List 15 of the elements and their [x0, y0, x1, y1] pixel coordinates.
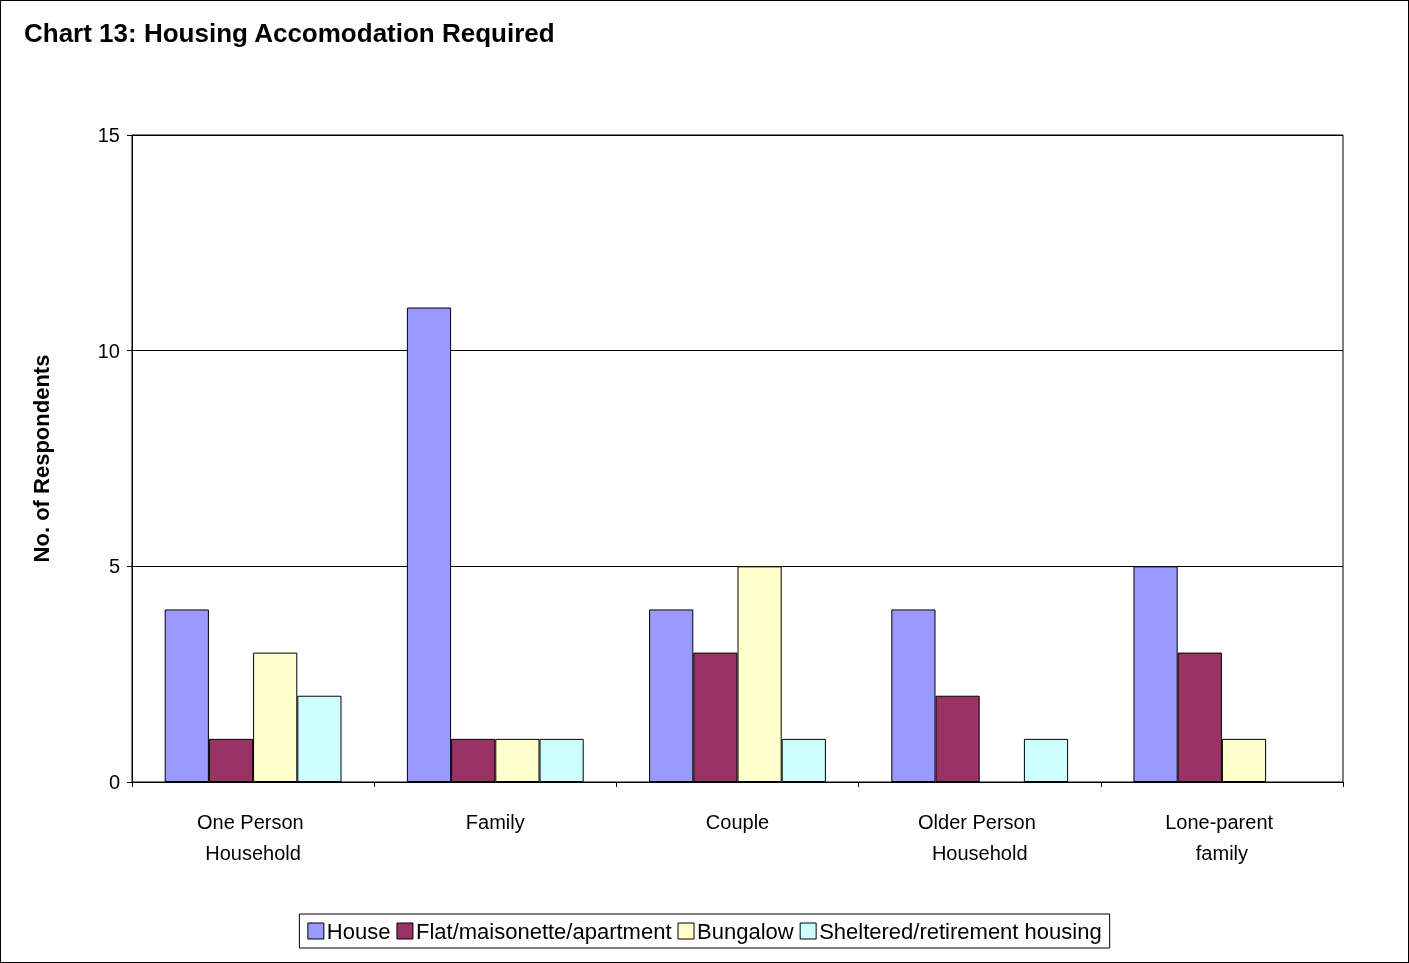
x-tick-label: Older Person Household — [918, 810, 1042, 864]
x-tick-label: Family — [465, 810, 525, 833]
x-tick-label: One Person Household — [196, 810, 310, 864]
legend-label: Bungalow — [697, 918, 794, 944]
legend-label: Flat/maisonette/apartment — [415, 918, 672, 944]
legend-label: House — [326, 918, 391, 944]
y-axis-title: No. of Respondents — [28, 354, 54, 563]
y-tick-label: 0 — [108, 771, 120, 793]
chart-title: Chart 13: Housing Accomodation Required — [24, 18, 555, 48]
y-tick-label: 5 — [108, 555, 120, 578]
x-tick-label: Lone-parent family — [1165, 810, 1279, 864]
legend-label: Sheltered/retirement housing — [819, 918, 1102, 944]
y-tick-label: 10 — [97, 339, 120, 362]
x-tick-label: Couple — [705, 810, 770, 833]
y-tick-label: 15 — [97, 124, 120, 146]
